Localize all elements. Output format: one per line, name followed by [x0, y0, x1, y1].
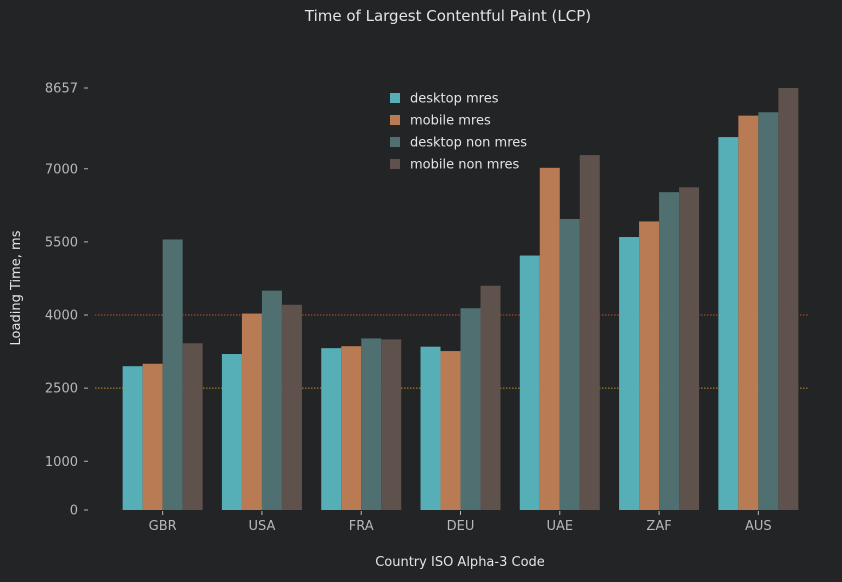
x-tick-label: FRA [349, 519, 374, 534]
bar-ZAF-mobile-non-mres [679, 187, 700, 510]
bar-AUS-desktop-non-mres [758, 112, 779, 510]
legend-label: desktop mres [410, 92, 499, 107]
x-tick-label: AUS [745, 519, 772, 534]
x-tick-label: USA [248, 519, 275, 534]
y-tick-label: 7000 [45, 162, 78, 177]
series-mobile-mres [142, 115, 759, 510]
x-tick-label: UAE [546, 519, 573, 534]
bar-UAE-desktop-non-mres [559, 218, 580, 510]
bar-USA-mobile-non-mres [281, 304, 302, 510]
bar-DEU-desktop-mres [420, 346, 441, 510]
bar-GBR-mobile-mres [142, 363, 163, 510]
bar-UAE-mobile-mres [539, 167, 560, 510]
bar-GBR-mobile-non-mres [182, 343, 203, 510]
bar-AUS-mobile-non-mres [778, 88, 799, 510]
bar-UAE-desktop-mres [519, 255, 540, 510]
bar-UAE-mobile-non-mres [579, 155, 600, 510]
y-tick-label: 8657 [45, 82, 78, 97]
bar-DEU-mobile-mres [440, 351, 461, 510]
bar-GBR-desktop-non-mres [162, 239, 183, 510]
series-desktop-non-mres [162, 112, 779, 511]
x-axis-ticks: GBR USA FRA DEU UAE ZAF AUS [149, 511, 772, 534]
y-tick-label: 1000 [45, 455, 78, 470]
legend-swatch [390, 137, 400, 147]
y-tick-label: 5500 [45, 235, 78, 250]
bar-USA-mobile-mres [241, 313, 262, 510]
x-tick-label: GBR [149, 519, 177, 534]
bar-series [122, 88, 799, 511]
bar-FRA-desktop-non-mres [361, 338, 382, 510]
legend-label: desktop non mres [410, 136, 527, 151]
legend-swatch [390, 93, 400, 103]
bar-ZAF-desktop-non-mres [659, 192, 680, 511]
legend-label: mobile non mres [410, 158, 520, 173]
bar-USA-desktop-non-mres [261, 290, 282, 510]
y-tick-label: 0 [70, 504, 78, 519]
chart-title: Time of Largest Contentful Paint (LCP) [304, 7, 591, 25]
legend: desktop mres mobile mres desktop non mres m… [390, 92, 527, 173]
legend-label: mobile mres [410, 114, 491, 129]
y-axis-label: Loading Time, ms [9, 230, 24, 345]
bar-ZAF-mobile-mres [639, 221, 660, 510]
legend-swatch [390, 159, 400, 169]
bar-USA-desktop-mres [221, 354, 242, 510]
bar-GBR-desktop-mres [122, 366, 143, 510]
bar-AUS-mobile-mres [738, 115, 759, 510]
y-tick-label: 4000 [45, 309, 78, 324]
legend-swatch [390, 115, 400, 125]
y-tick-label: 2500 [45, 382, 78, 397]
bar-DEU-mobile-non-mres [480, 285, 501, 510]
x-axis-label: Country ISO Alpha-3 Code [375, 555, 545, 570]
bar-FRA-mobile-mres [341, 346, 362, 510]
bar-DEU-desktop-non-mres [460, 308, 481, 510]
series-mobile-non-mres [182, 88, 799, 510]
series-desktop-mres [122, 137, 739, 511]
bar-AUS-desktop-mres [718, 137, 739, 511]
y-axis-ticks: 0 1000 2500 4000 5500 7000 8657 [45, 82, 88, 519]
bar-FRA-desktop-mres [321, 348, 342, 510]
bar-FRA-mobile-non-mres [381, 339, 402, 510]
bar-ZAF-desktop-mres [619, 237, 640, 510]
x-tick-label: ZAF [646, 519, 671, 534]
x-tick-label: DEU [447, 519, 475, 534]
